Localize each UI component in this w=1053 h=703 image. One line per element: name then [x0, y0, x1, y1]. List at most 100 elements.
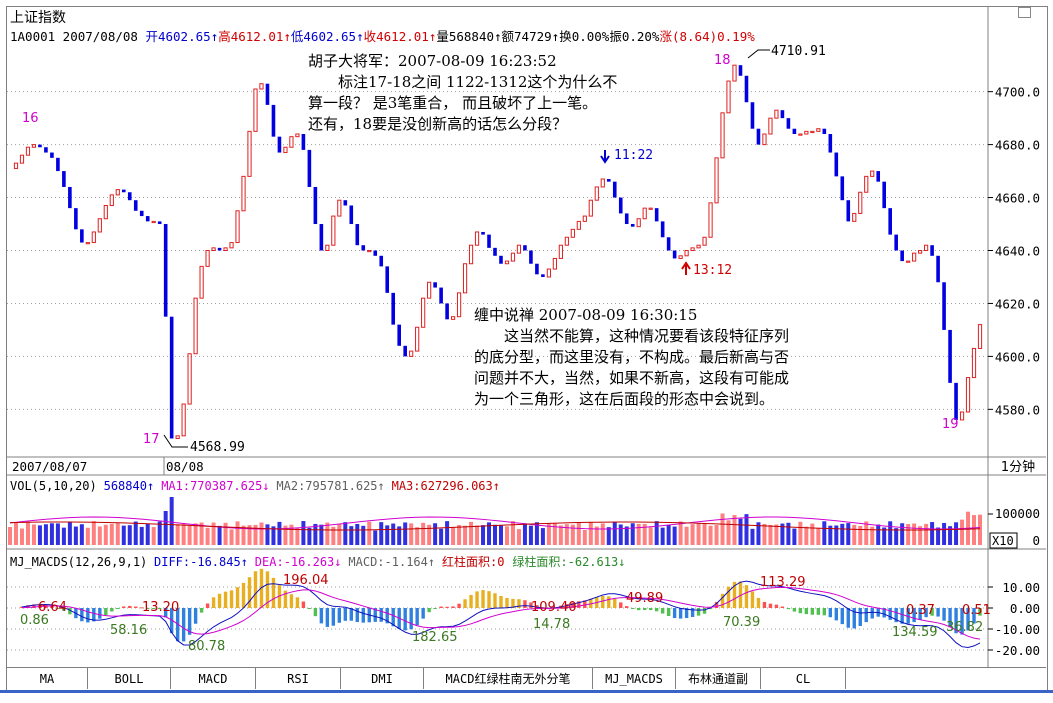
candle-down	[876, 171, 881, 182]
candle-up	[864, 175, 869, 193]
volume-bar-up	[798, 521, 803, 545]
volume-bar-up	[115, 523, 120, 545]
macd-bar-red	[241, 582, 246, 608]
price-annotation: 19	[942, 417, 959, 432]
macd-header-field: 红柱面积:0	[442, 554, 504, 569]
macd-bar-red	[577, 601, 581, 608]
macd-bar-green	[978, 608, 982, 616]
note2-line: 问题并不大，当然，如果不新高，这段有可能成	[474, 369, 790, 387]
macd-bar-red	[517, 599, 521, 608]
price-tick-label: 4700.0	[995, 85, 1040, 100]
tab-ma[interactable]: MA	[7, 668, 88, 689]
macd-bar-green	[648, 608, 653, 611]
note2-line: 这当然不能算，这种情况要看该段特征序列	[474, 327, 790, 345]
candle-down	[445, 303, 449, 320]
macd-area-label: 49.89	[626, 591, 663, 606]
volume-bar-up	[289, 524, 294, 545]
volume-bar-up	[810, 523, 815, 545]
vol-tick-label: 0	[1032, 533, 1040, 548]
tab-rsi[interactable]: RSI	[256, 668, 341, 689]
macd-bar-green	[199, 608, 204, 613]
macd-bar-green	[966, 608, 970, 631]
volume-bar-up	[858, 525, 863, 545]
candle-down	[385, 266, 390, 293]
volume-bar-down	[277, 521, 282, 545]
volume-bar-up	[774, 524, 779, 545]
candle-up	[247, 130, 252, 177]
volume-bar-down	[73, 526, 78, 545]
macd-bar-red	[720, 593, 725, 608]
note1-line: 还有，18要是没创新高的话怎么分段？	[308, 115, 568, 133]
candle-up	[588, 199, 593, 217]
tab-boll[interactable]: BOLL	[88, 668, 171, 689]
candle-down	[80, 229, 84, 243]
volume-bar-down	[481, 525, 486, 545]
candle-down	[265, 83, 270, 105]
macd-bar-green	[116, 608, 120, 609]
macd-bar-green	[642, 608, 647, 611]
candle-up	[289, 136, 294, 148]
macd-bar-green	[912, 608, 916, 623]
volume-bar-up	[816, 527, 821, 545]
volume-bar-down	[738, 518, 743, 545]
macd-area-label: 196.04	[283, 573, 329, 588]
volume-bar-down	[139, 526, 144, 545]
tab-macd红绿柱南无外分笔[interactable]: MACD红绿柱南无外分笔	[424, 668, 593, 689]
volume-bar-up	[25, 521, 30, 545]
candle-up	[241, 175, 246, 212]
volume-bar-up	[223, 522, 228, 545]
macd-header-field: MACD:-1.164↑	[348, 555, 435, 569]
macd-bar-green	[169, 608, 174, 634]
candle-up	[456, 292, 462, 318]
volume-bar-up	[205, 527, 210, 545]
volume-bar-down	[750, 528, 755, 545]
tab-mj_macds[interactable]: MJ_MACDS	[593, 668, 676, 689]
volume-bar-up	[457, 525, 462, 545]
macd-area-label: 134.59	[892, 625, 938, 640]
macd-bar-red	[253, 571, 258, 608]
candle-down	[157, 221, 162, 225]
price-annotation: 4568.99	[190, 440, 245, 455]
tab-macd[interactable]: MACD	[171, 668, 256, 689]
volume-bar-up	[558, 525, 563, 545]
tab-布林通道副[interactable]: 布林通道副	[676, 668, 761, 689]
macd-bar-green	[373, 608, 377, 622]
macd-bar-green	[313, 608, 318, 617]
volume-bar-up	[193, 523, 198, 545]
macd-bar-green	[80, 608, 84, 622]
macd-bar-green	[163, 608, 168, 618]
macd-bar-red	[625, 606, 629, 608]
macd-bar-green	[918, 608, 922, 620]
volume-bar-down	[606, 527, 611, 545]
volume-bar-up	[247, 525, 252, 545]
volume-bar-down	[498, 525, 503, 545]
comment-note-2: 缠中说禅 2007-08-09 16:30:15 这当然不能算，这种情况要看该段…	[474, 305, 789, 410]
macd-area-label: 36.82	[946, 620, 983, 635]
candle-up	[816, 128, 821, 132]
price-tick-label: 4580.0	[995, 402, 1040, 417]
candle-up	[762, 133, 767, 146]
macd-bar-green	[786, 608, 791, 610]
macd-bar-green	[816, 608, 821, 615]
macd-bar-green	[804, 608, 809, 615]
macd-bar-red	[774, 604, 779, 608]
tab-dmi[interactable]: DMI	[341, 668, 424, 689]
window-restore-icon[interactable]	[1018, 7, 1031, 18]
macd-bar-red	[451, 606, 455, 608]
macd-bar-green	[894, 608, 898, 623]
candle-down	[349, 205, 354, 225]
volume-bar-down	[828, 525, 833, 545]
macd-bar-green	[193, 608, 198, 624]
macd-bar-green	[86, 608, 90, 623]
volume-bar-up	[199, 522, 204, 545]
tab-cl[interactable]: CL	[761, 668, 846, 689]
candle-up	[576, 220, 581, 230]
vol-scale-label: X10	[992, 534, 1014, 548]
candle-up	[774, 109, 779, 119]
macd-bar-green	[960, 608, 964, 635]
macd-bar-green	[637, 608, 641, 611]
candle-down	[846, 200, 851, 222]
candle-down	[169, 316, 174, 439]
candle-up	[409, 350, 414, 357]
